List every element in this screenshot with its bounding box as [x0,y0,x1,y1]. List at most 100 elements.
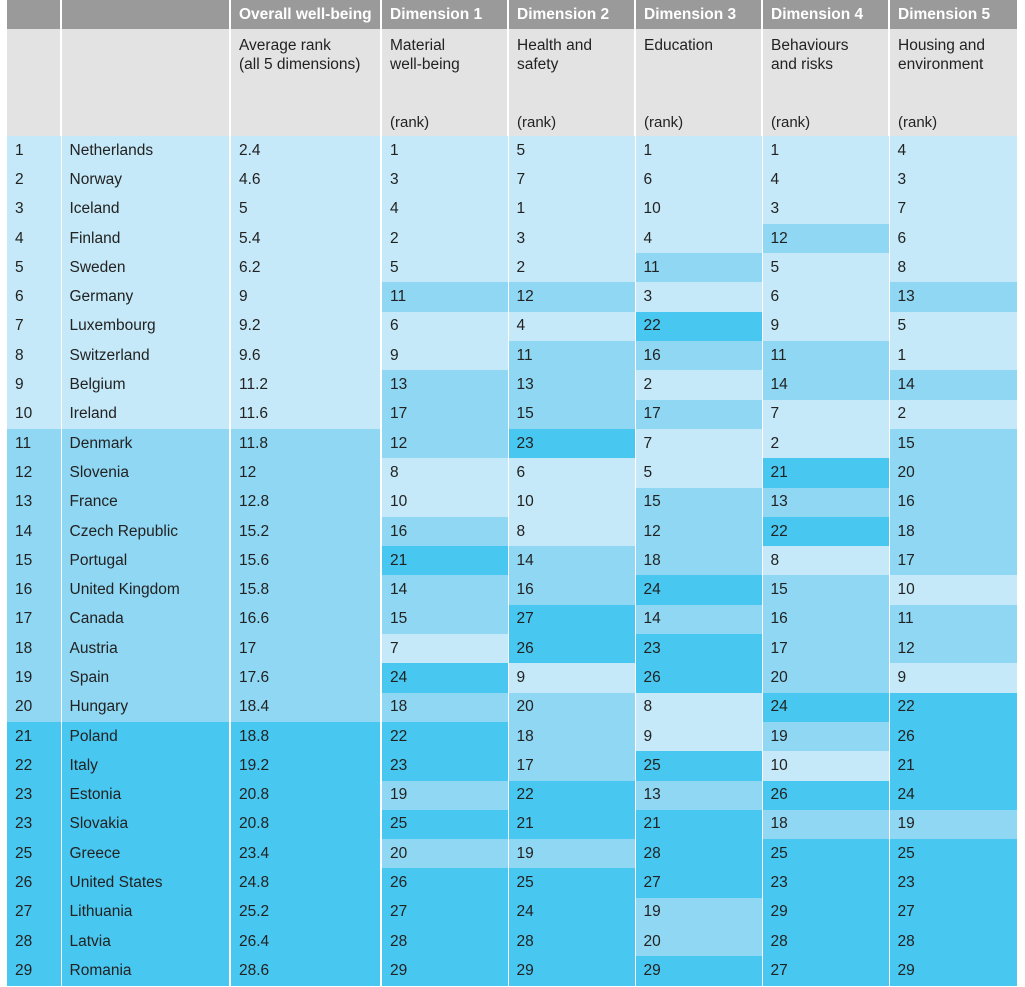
country-cell: Norway [61,165,231,195]
country-cell: Sweden [61,253,231,283]
dim2-cell: 12 [508,282,636,312]
table-row: 25 Greece 23.4 20 19 28 25 25 [7,839,1017,869]
dim4-cell: 7 [762,399,890,429]
country-cell: Greece [61,839,231,869]
dim1-cell: 6 [381,311,509,342]
table-row: 4 Finland 5.4 2 3 4 12 6 [7,223,1017,254]
dim3-cell: 21 [635,809,763,840]
table-row: 14 Czech Republic 15.2 16 8 12 22 18 [7,516,1017,547]
dim5-cell: 17 [889,546,1017,576]
overall-cell: 12 [230,458,382,488]
dim5-cell: 21 [889,751,1017,781]
dim3-cell: 12 [635,516,763,547]
rank-cell: 6 [7,282,62,312]
dim5-cell: 27 [889,897,1017,928]
dim4-cell: 20 [762,663,890,693]
dim3-cell: 29 [635,956,763,986]
table-row: 27 Lithuania 25.2 27 24 19 29 27 [7,897,1017,928]
country-cell: Portugal [61,546,231,576]
table-row: 15 Portugal 15.6 21 14 18 8 17 [7,546,1017,576]
header-cell-dimension-3: Dimension 3 [635,0,763,29]
country-cell: Slovakia [61,809,231,840]
dim5-cell: 13 [889,282,1017,312]
country-cell: Slovenia [61,458,231,488]
dim2-cell: 17 [508,751,636,781]
dim5-cell: 2 [889,399,1017,429]
subheader-cell-0 [7,29,62,136]
dim3-cell: 9 [635,721,763,752]
dim3-cell: 19 [635,897,763,928]
dim3-cell: 18 [635,546,763,576]
dim4-cell: 9 [762,311,890,342]
dim2-cell: 7 [508,165,636,195]
country-cell: Poland [61,721,231,752]
dim3-cell: 26 [635,663,763,693]
dim5-cell: 14 [889,370,1017,400]
dim5-cell: 20 [889,458,1017,488]
dim1-cell: 17 [381,399,509,429]
header-row: Overall well-being Dimension 1 Dimension… [7,0,1017,29]
table-row: 26 United States 24.8 26 25 27 23 23 [7,868,1017,898]
overall-cell: 5 [230,194,382,224]
dim4-cell: 2 [762,428,890,459]
dim1-cell: 12 [381,428,509,459]
country-cell: Netherlands [61,136,231,166]
overall-cell: 24.8 [230,868,382,898]
column-description: Housing and environment [898,37,986,73]
header-cell-dimension-5: Dimension 5 [889,0,1017,29]
subheader-cell-7: Housing and environment (rank) [889,29,1017,136]
dim4-cell: 22 [762,516,890,547]
dim5-cell: 9 [889,663,1017,693]
rank-cell: 14 [7,516,62,547]
country-cell: Lithuania [61,897,231,928]
overall-cell: 23.4 [230,839,382,869]
table-row: 5 Sweden 6.2 5 2 11 5 8 [7,253,1017,283]
dim1-cell: 27 [381,897,509,928]
dim5-cell: 11 [889,604,1017,635]
overall-cell: 6.2 [230,253,382,283]
dim4-cell: 1 [762,136,890,166]
dim3-cell: 23 [635,634,763,664]
dim2-cell: 21 [508,809,636,840]
rank-cell: 28 [7,927,62,957]
dim3-cell: 8 [635,692,763,722]
dim2-cell: 10 [508,487,636,517]
dim4-cell: 3 [762,194,890,224]
rank-cell: 19 [7,663,62,693]
overall-cell: 11.2 [230,370,382,400]
dim4-cell: 11 [762,341,890,371]
dim4-cell: 14 [762,370,890,400]
dim4-cell: 13 [762,487,890,517]
overall-cell: 11.6 [230,399,382,429]
column-description: Material well-being [390,37,460,73]
column-unit: (rank) [517,114,557,131]
dim1-cell: 3 [381,165,509,195]
country-cell: Romania [61,956,231,986]
overall-cell: 20.8 [230,809,382,840]
table-row: 22 Italy 19.2 23 17 25 10 21 [7,751,1017,781]
rank-cell: 29 [7,956,62,986]
dim4-cell: 4 [762,165,890,195]
dim2-cell: 27 [508,604,636,635]
dim2-cell: 6 [508,458,636,488]
table-row: 7 Luxembourg 9.2 6 4 22 9 5 [7,311,1017,342]
dim3-cell: 10 [635,194,763,224]
rank-cell: 23 [7,809,62,840]
dim3-cell: 15 [635,487,763,517]
dim1-cell: 20 [381,839,509,869]
dim5-cell: 22 [889,692,1017,722]
country-cell: United Kingdom [61,575,231,605]
overall-cell: 15.2 [230,516,382,547]
dim4-cell: 25 [762,839,890,869]
dim5-cell: 10 [889,575,1017,605]
table-body: 1 Netherlands 2.4 1 5 1 1 4 2 Norway 4.6 3 7 6 4 3 3 Icel… [7,136,1017,986]
table-row: 21 Poland 18.8 22 18 9 19 26 [7,721,1017,752]
country-cell: Finland [61,223,231,254]
dim2-cell: 5 [508,136,636,166]
dim1-cell: 11 [381,282,509,312]
table-row: 16 United Kingdom 15.8 14 16 24 15 10 [7,575,1017,605]
dim2-cell: 29 [508,956,636,986]
dim2-cell: 26 [508,634,636,664]
dim1-cell: 14 [381,575,509,605]
dim2-cell: 2 [508,253,636,283]
